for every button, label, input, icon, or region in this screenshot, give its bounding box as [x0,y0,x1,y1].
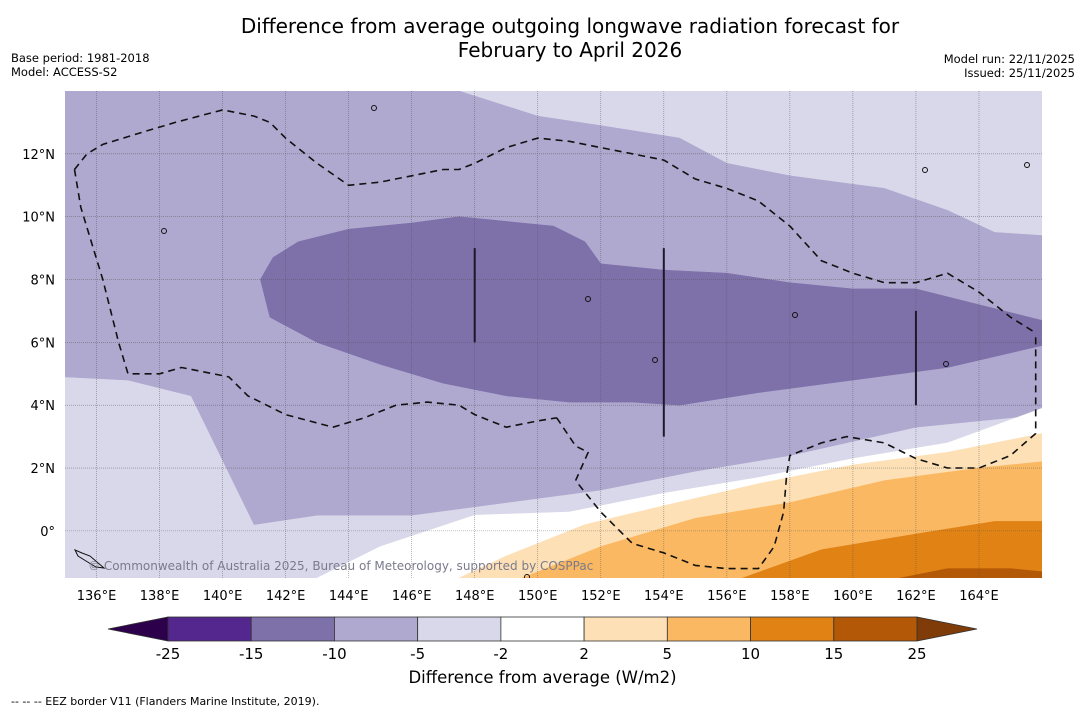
colorbar-tick-label: -5 [410,645,425,663]
x-tick-label: 156°E [707,589,747,604]
x-tick-label: 162°E [896,589,936,604]
colorbar-tick-label: -15 [239,645,264,663]
island-outline [1024,162,1030,168]
island-outline [585,296,591,302]
x-tick-label: 150°E [518,589,558,604]
colorbar-segment [833,616,918,642]
island-outline [73,549,106,569]
island-outline [524,574,530,578]
graticule [65,91,1042,578]
island-outline [371,105,377,111]
colorbar-segment [417,616,502,642]
vertical-markers [473,248,917,437]
x-tick-label: 164°E [959,589,999,604]
issued-date: Issued: 25/11/2025 [964,66,1075,80]
colorbar-label: Difference from average (W/m2) [408,668,677,687]
y-tick-label: 8°N [31,274,56,289]
contour-region [900,568,1042,578]
eez-borders [73,109,1037,570]
colorbar-tick-label: 10 [741,645,760,663]
y-tick-label: 4°N [31,399,56,414]
colorbar-segment [250,616,335,642]
island-outline [161,228,167,234]
y-tick-label: 12°N [22,148,55,163]
colorbar-segment [500,616,585,642]
colorbar-segment [750,616,835,642]
y-tick-label: 2°N [31,462,56,477]
island-outline [943,361,949,367]
meta-left: Base period: 1981-2018 Model: ACCESS-S2 [11,51,150,79]
islands [73,105,1030,578]
y-tick-label: 0° [40,525,55,540]
eez-border-line [73,169,557,428]
colorbar-segment [167,616,252,642]
island-outline [652,357,658,363]
x-tick-label: 136°E [77,589,117,604]
eez-border-line [556,332,1037,570]
colorbar-tick-label: -2 [493,645,508,663]
x-tick-label: 160°E [833,589,873,604]
model-run: Model run: 22/11/2025 [943,52,1075,66]
map-area: © Commonwealth of Australia 2025, Bureau… [65,91,1042,578]
x-tick-label: 146°E [392,589,432,604]
chart-title-line2: February to April 2026 [457,38,683,62]
eez-border-line [73,109,1037,334]
island-outline [922,167,928,173]
colorbar-segment [666,616,751,642]
x-tick-label: 142°E [266,589,306,604]
x-tick-label: 158°E [770,589,810,604]
colorbar-extend-low [107,616,169,642]
eez-footnote: -- -- -- EEZ border V11 (Flanders Marine… [11,695,320,708]
y-tick-label: 6°N [31,336,56,351]
x-tick-label: 140°E [203,589,243,604]
x-tick-label: 144°E [329,589,369,604]
colorbar-tick-label: 15 [824,645,843,663]
colorbar-segment [583,616,668,642]
meta-right: Model run: 22/11/2025 Issued: 25/11/2025 [944,52,1075,80]
base-period: Base period: 1981-2018 [11,51,150,65]
copyright-notice: © Commonwealth of Australia 2025, Bureau… [88,559,593,573]
colorbar-tick-label: 5 [663,645,673,663]
y-tick-label: 10°N [22,211,55,226]
colorbar-tick-label: 25 [907,645,926,663]
island-outline [792,312,798,318]
colorbar-extend-high [916,616,978,642]
chart-title: Difference from average outgoing longwav… [0,14,1085,62]
contour-region [742,521,1042,578]
y-axis-ticks: 0° 2°N 4°N 6°N 8°N 10°N 12°N [22,148,55,540]
x-tick-label: 154°E [644,589,684,604]
colorbar: -25 -15 -10 -5 -2 2 5 10 15 25 [107,616,978,663]
x-tick-label: 152°E [581,589,621,604]
model-name: Model: ACCESS-S2 [11,65,118,79]
colorbar-tick-label: 2 [579,645,589,663]
x-tick-label: 138°E [140,589,180,604]
colorbar-tick-label: -10 [322,645,347,663]
x-tick-label: 148°E [455,589,495,604]
colorbar-tick-label: -25 [156,645,181,663]
x-axis-ticks: 136°E 138°E 140°E 142°E 144°E 146°E 148°E 150°E… [77,589,999,604]
colorbar-segment [334,616,419,642]
chart-title-line1: Difference from average outgoing longwav… [240,14,900,38]
